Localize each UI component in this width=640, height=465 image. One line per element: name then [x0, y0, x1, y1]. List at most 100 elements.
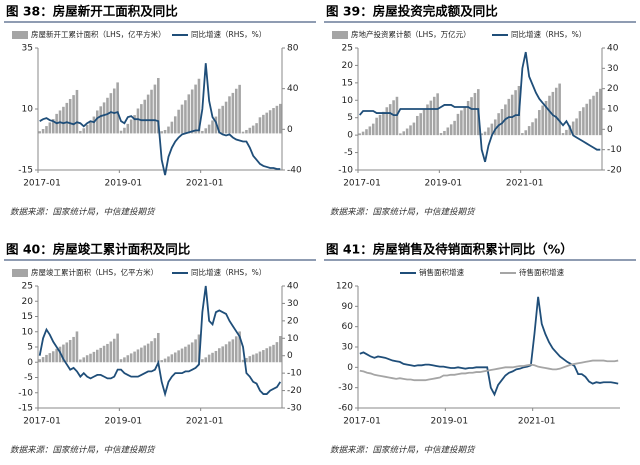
bar: [251, 125, 255, 134]
bar: [453, 120, 456, 136]
y-tick-label: -15: [18, 404, 33, 414]
y2-tick-label: 0: [287, 125, 293, 135]
bar: [470, 97, 473, 136]
line-series: [358, 51, 601, 163]
y2-tick-label: -40: [287, 166, 302, 176]
bar: [136, 108, 140, 134]
panel-title: 图 38：房屋新开工面积及同比: [6, 4, 178, 19]
source-note: 数据来源：国家统计局，中信建投期货: [330, 207, 476, 218]
bar: [62, 106, 65, 134]
bar: [524, 130, 528, 136]
y-tick-label: -5: [24, 373, 33, 383]
bar: [157, 78, 160, 134]
bar: [575, 118, 578, 136]
bar: [422, 109, 426, 136]
bar: [204, 357, 208, 363]
bar: [402, 131, 406, 136]
bar: [358, 133, 361, 136]
bar: [218, 108, 221, 134]
bar: [150, 341, 153, 363]
bar: [582, 107, 585, 136]
y-tick-label: -60: [338, 404, 353, 414]
bar: [48, 122, 52, 134]
y-tick-label: 0: [347, 363, 353, 373]
bar: [96, 110, 99, 134]
bar: [184, 100, 187, 134]
panel-title: 图 40：房屋竣工累计面积及同比: [6, 242, 191, 257]
y-tick-label: 25: [342, 44, 353, 54]
x-tick-label: 2019-01: [105, 417, 143, 427]
bar: [368, 126, 372, 136]
y2-tick-label: 40: [287, 282, 299, 292]
bar: [109, 93, 113, 134]
bar: [531, 122, 534, 136]
bar: [163, 358, 167, 363]
bar: [197, 78, 201, 134]
y-tick-label: -15: [18, 166, 33, 176]
bar: [153, 338, 157, 363]
bar: [551, 91, 555, 136]
bar: [79, 359, 82, 363]
bar: [429, 100, 433, 136]
bar: [180, 104, 184, 134]
bar: [558, 83, 561, 136]
bar: [126, 355, 130, 363]
bar: [48, 353, 52, 363]
bar: [157, 332, 160, 363]
bar: [146, 343, 150, 363]
panel-title: 图 39：房屋投资完成额及同比: [326, 4, 498, 19]
bar: [228, 341, 231, 363]
bar: [65, 342, 69, 363]
bar: [483, 131, 487, 136]
bar: [258, 351, 262, 363]
bar: [197, 334, 201, 363]
y2-tick-label: 0: [287, 351, 293, 361]
legend-swatch: [12, 31, 28, 39]
x-tick-label: 2021-01: [186, 179, 224, 189]
bar: [473, 92, 477, 136]
bar: [106, 343, 109, 363]
x-tick-label: 2019-01: [431, 417, 469, 427]
y-tick-label: 60: [342, 322, 354, 332]
bar: [521, 133, 524, 136]
bar: [55, 348, 58, 363]
bar: [173, 352, 177, 363]
line-series: [38, 285, 282, 398]
y-tick-label: -10: [18, 388, 33, 398]
y-tick-label: 90: [342, 302, 354, 312]
bar: [275, 342, 279, 363]
bar: [211, 120, 214, 134]
bar: [275, 105, 279, 134]
bar: [207, 354, 211, 363]
bar: [382, 111, 385, 136]
bar: [588, 99, 592, 136]
bar: [38, 359, 41, 363]
bar: [116, 82, 119, 134]
bar: [365, 129, 368, 136]
bar: [432, 96, 436, 136]
bar: [167, 356, 170, 363]
bar: [571, 121, 575, 136]
bar: [592, 95, 595, 136]
bar: [231, 92, 235, 134]
bar: [143, 99, 147, 134]
y2-tick-label: 80: [287, 44, 299, 54]
bar: [399, 133, 402, 136]
bar: [194, 339, 197, 363]
bar: [143, 345, 147, 363]
y2-tick-label: 10: [607, 105, 619, 115]
bar: [268, 110, 272, 134]
bar: [75, 89, 79, 134]
y2-tick-label: -20: [607, 166, 622, 176]
bar: [268, 346, 272, 363]
bar: [262, 350, 265, 363]
bar: [238, 331, 241, 363]
bar: [153, 84, 157, 134]
bar: [140, 347, 143, 363]
bar: [82, 357, 86, 363]
bar: [248, 356, 252, 363]
bar: [82, 128, 86, 134]
bar: [190, 89, 194, 134]
bar: [119, 359, 123, 363]
x-tick-label: 2019-01: [105, 179, 143, 189]
